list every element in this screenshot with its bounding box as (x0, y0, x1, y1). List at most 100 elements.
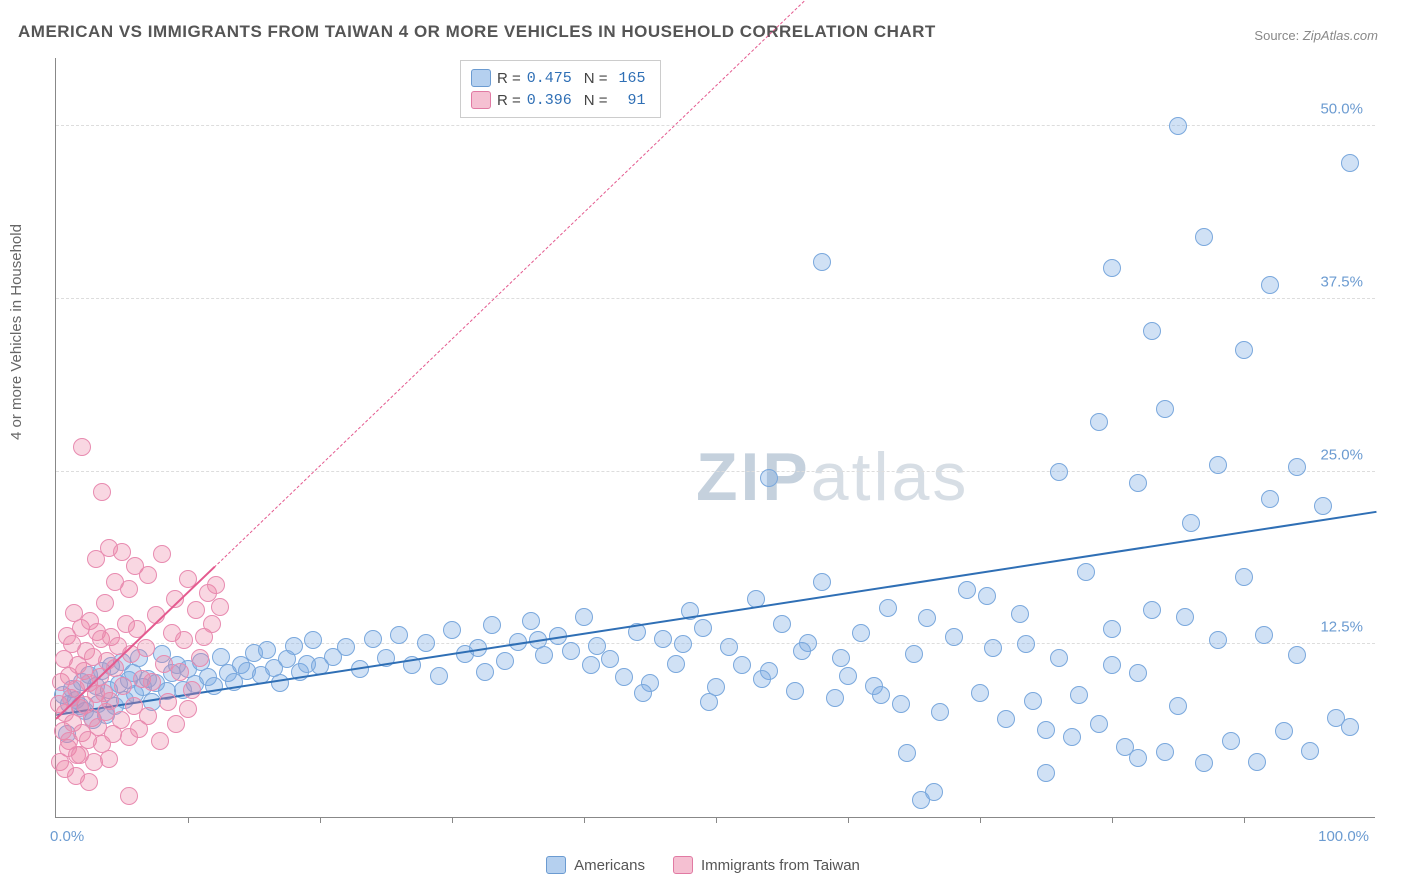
data-point-americans (978, 587, 996, 605)
data-point-americans (1261, 490, 1279, 508)
x-axis-max-label: 100.0% (1318, 828, 1369, 845)
data-point-americans (1169, 117, 1187, 135)
data-point-americans (813, 253, 831, 271)
data-point-americans (1235, 568, 1253, 586)
data-point-taiwan (179, 700, 197, 718)
data-point-americans (1169, 697, 1187, 715)
data-point-americans (984, 639, 1002, 657)
data-point-americans (1011, 605, 1029, 623)
data-point-americans (654, 630, 672, 648)
data-point-taiwan (143, 673, 161, 691)
data-point-americans (958, 581, 976, 599)
legend-series: AmericansImmigrants from Taiwan (0, 856, 1406, 874)
data-point-taiwan (100, 750, 118, 768)
data-point-americans (753, 670, 771, 688)
data-point-americans (1235, 341, 1253, 359)
gridline-h (56, 471, 1375, 472)
legend-series-label: Americans (574, 857, 645, 874)
data-point-americans (1176, 608, 1194, 626)
data-point-americans (1248, 753, 1266, 771)
data-point-taiwan (153, 545, 171, 563)
data-point-americans (483, 616, 501, 634)
data-point-americans (390, 626, 408, 644)
data-point-americans (1341, 718, 1359, 736)
y-tick-label: 12.5% (1320, 619, 1363, 636)
source-label: Source: (1254, 28, 1299, 43)
data-point-americans (720, 638, 738, 656)
data-point-americans (852, 624, 870, 642)
data-point-americans (417, 634, 435, 652)
data-point-americans (304, 631, 322, 649)
data-point-americans (1050, 463, 1068, 481)
y-tick-label: 25.0% (1320, 446, 1363, 463)
legend-stat-row: R =0.396N =91 (471, 89, 646, 111)
watermark: ZIPatlas (696, 438, 969, 516)
data-point-taiwan (80, 773, 98, 791)
legend-n-value: 165 (614, 70, 646, 87)
data-point-taiwan (56, 760, 74, 778)
x-tick (716, 817, 717, 823)
data-point-americans (1050, 649, 1068, 667)
gridline-h (56, 298, 1375, 299)
legend-stat-row: R =0.475N =165 (471, 67, 646, 89)
data-point-americans (1129, 664, 1147, 682)
data-point-taiwan (96, 594, 114, 612)
data-point-americans (1077, 563, 1095, 581)
data-point-taiwan (167, 715, 185, 733)
data-point-taiwan (73, 438, 91, 456)
chart-container: AMERICAN VS IMMIGRANTS FROM TAIWAN 4 OR … (0, 0, 1406, 892)
data-point-americans (1288, 646, 1306, 664)
data-point-americans (1143, 601, 1161, 619)
data-point-americans (879, 599, 897, 617)
x-tick (452, 817, 453, 823)
data-point-americans (793, 642, 811, 660)
legend-swatch (673, 856, 693, 874)
data-point-taiwan (114, 677, 132, 695)
data-point-americans (832, 649, 850, 667)
x-tick (848, 817, 849, 823)
data-point-americans (1209, 631, 1227, 649)
data-point-americans (997, 710, 1015, 728)
data-point-taiwan (203, 615, 221, 633)
data-point-taiwan (171, 663, 189, 681)
legend-n-value: 91 (614, 92, 646, 109)
data-point-taiwan (101, 692, 119, 710)
legend-swatch (471, 69, 491, 87)
legend-series-item: Americans (546, 856, 645, 874)
source-value: ZipAtlas.com (1303, 28, 1378, 43)
data-point-americans (674, 635, 692, 653)
data-point-americans (582, 656, 600, 674)
data-point-americans (1195, 228, 1213, 246)
legend-n-label: N = (584, 70, 608, 87)
data-point-americans (212, 648, 230, 666)
data-point-americans (1129, 474, 1147, 492)
data-point-americans (476, 663, 494, 681)
x-tick (980, 817, 981, 823)
data-point-americans (285, 637, 303, 655)
data-point-americans (522, 612, 540, 630)
data-point-americans (364, 630, 382, 648)
data-point-americans (1209, 456, 1227, 474)
data-point-americans (694, 619, 712, 637)
data-point-americans (1314, 497, 1332, 515)
data-point-taiwan (137, 639, 155, 657)
data-point-americans (826, 689, 844, 707)
data-point-taiwan (139, 707, 157, 725)
legend-n-label: N = (584, 92, 608, 109)
x-tick (320, 817, 321, 823)
data-point-americans (1288, 458, 1306, 476)
data-point-americans (1195, 754, 1213, 772)
x-tick (584, 817, 585, 823)
y-axis-label: 4 or more Vehicles in Household (8, 224, 25, 440)
data-point-americans (1090, 413, 1108, 431)
data-point-americans (945, 628, 963, 646)
chart-title: AMERICAN VS IMMIGRANTS FROM TAIWAN 4 OR … (18, 22, 936, 42)
data-point-taiwan (191, 649, 209, 667)
data-point-americans (575, 608, 593, 626)
legend-swatch (546, 856, 566, 874)
source-attribution: Source: ZipAtlas.com (1254, 28, 1378, 43)
data-point-americans (925, 783, 943, 801)
y-tick-label: 37.5% (1320, 273, 1363, 290)
data-point-americans (905, 645, 923, 663)
data-point-taiwan (211, 598, 229, 616)
